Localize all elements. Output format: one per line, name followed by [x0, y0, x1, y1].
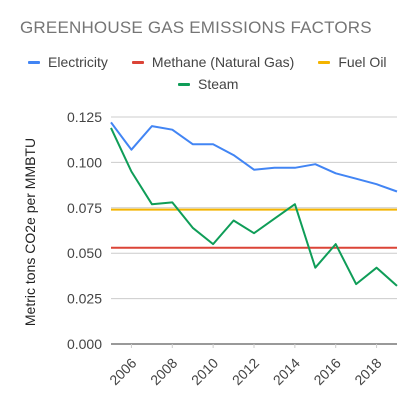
series-line-steam: [110, 127, 398, 287]
series-line-electricity: [110, 121, 398, 193]
legend-row-1: Electricity Methane (Natural Gas) Fuel O…: [28, 54, 411, 70]
y-tick-label: 0.075: [67, 200, 102, 216]
x-tick-label: 2014: [270, 355, 303, 388]
legend-swatch-electricity: [28, 60, 40, 64]
legend-item-methane: Methane (Natural Gas): [131, 54, 295, 70]
y-axis-label: Metric tons CO2e per MMBTU: [22, 138, 38, 326]
x-tick-label: 2012: [229, 355, 262, 388]
legend-item-fuel-oil: Fuel Oil: [318, 54, 387, 70]
x-tick-label: 2018: [351, 355, 384, 388]
legend-item-steam: Steam: [178, 76, 238, 92]
y-tick-label: 0.125: [67, 109, 102, 125]
x-tick-label: 2010: [188, 355, 221, 388]
legend-swatch-steam: [178, 82, 190, 86]
legend-label-methane: Methane (Natural Gas): [151, 54, 295, 70]
legend-row-2: Steam: [178, 76, 262, 92]
legend-label-electricity: Electricity: [48, 54, 108, 70]
x-tick-label: 2016: [310, 355, 343, 388]
legend-item-electricity: Electricity: [28, 54, 108, 70]
legend-label-fuel-oil: Fuel Oil: [338, 54, 387, 70]
x-tick-label: 2008: [147, 355, 180, 388]
chart-title: GREENHOUSE GAS EMISSIONS FACTORS: [20, 18, 372, 37]
x-tick-label: 2006: [106, 355, 139, 388]
legend-label-steam: Steam: [198, 76, 239, 92]
legend-swatch-fuel-oil: [318, 60, 331, 64]
y-tick-label: 0.100: [67, 154, 102, 170]
y-tick-label: 0.025: [67, 291, 102, 307]
y-tick-label: 0.000: [67, 336, 102, 352]
y-tick-label: 0.050: [67, 245, 102, 261]
legend-swatch-methane: [131, 60, 144, 64]
